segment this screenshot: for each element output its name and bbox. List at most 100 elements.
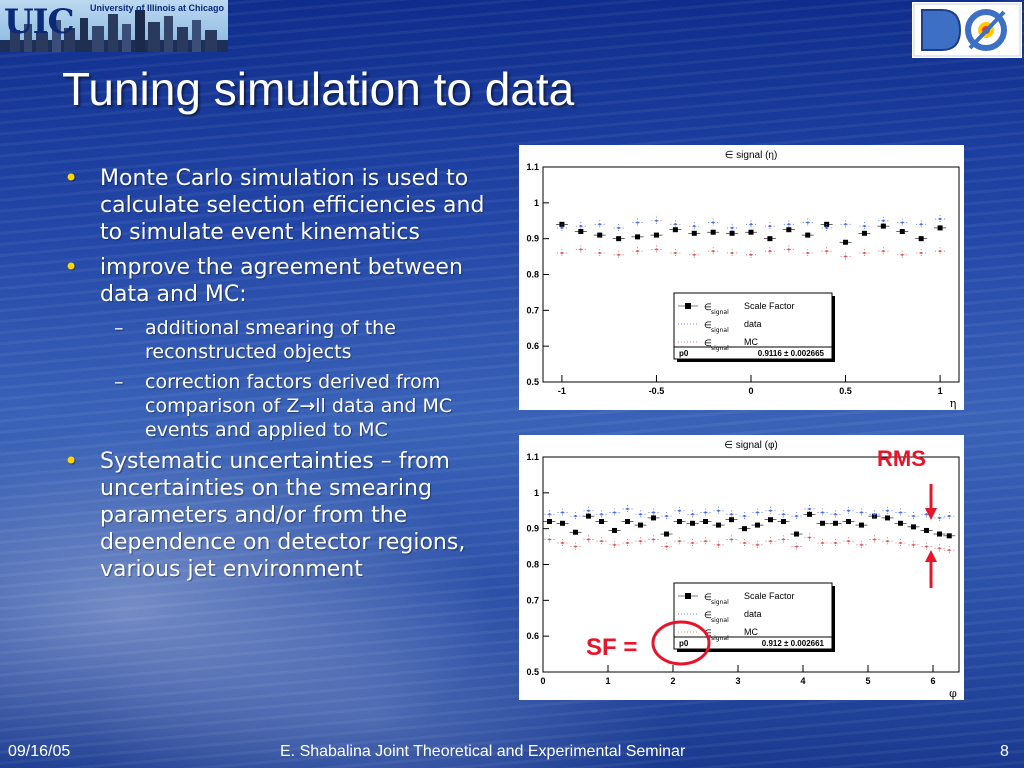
- data-point: [806, 221, 809, 224]
- x-tick-label: 3: [735, 676, 740, 686]
- eta-efficiency-svg: ∈ signal (η) 0.5 0.6 0.7 0.8 0.9 1 1.1 -1 -0.5 0 0.…: [526, 150, 960, 410]
- sf-highlight-circle: [651, 620, 711, 666]
- data-point: [795, 514, 798, 518]
- sf-point: [924, 527, 929, 533]
- x-tick-label: -0.5: [649, 386, 665, 396]
- legend-entry-label: data: [744, 609, 762, 619]
- mc-point: [948, 548, 951, 552]
- sf-point: [861, 230, 867, 236]
- sf-point: [786, 227, 792, 233]
- footer-date: 09/16/05: [8, 743, 71, 760]
- sf-point: [599, 519, 604, 524]
- y-tick-label: 0.8: [526, 270, 539, 280]
- fit-param-label: p0: [679, 639, 689, 648]
- sf-point: [872, 513, 877, 519]
- data-point: [579, 224, 583, 228]
- bullet-item: • improve the agreement between data and…: [60, 254, 500, 308]
- mc-point: [756, 543, 759, 546]
- sf-point: [729, 517, 734, 523]
- mc-point: [901, 253, 904, 256]
- sub-bullet-item: – correction factors derived from compar…: [60, 370, 500, 442]
- legend-entry-label: Scale Factor: [744, 591, 795, 601]
- data-point: [901, 221, 904, 224]
- mc-point: [925, 545, 928, 548]
- mc-point: [787, 248, 791, 251]
- data-point: [561, 511, 564, 514]
- mc-point: [617, 253, 620, 256]
- sf-point: [612, 527, 617, 533]
- legend-epsilon-label: ∈: [704, 593, 712, 603]
- y-tick-label: 1.1: [526, 162, 539, 172]
- mc-point: [886, 540, 889, 543]
- x-tick-label: 5: [865, 676, 870, 686]
- data-point: [574, 514, 577, 518]
- data-point: [948, 514, 951, 518]
- data-point: [882, 219, 885, 222]
- legend-subscript-label: signal: [711, 635, 729, 642]
- legend-entry-label: data: [744, 319, 762, 329]
- legend-entry-label: MC: [744, 337, 758, 347]
- fit-value-label: 0.9116 ± 0.002665: [758, 349, 825, 358]
- sf-point: [729, 230, 735, 236]
- mc-point: [704, 540, 707, 543]
- sf-point: [843, 239, 849, 245]
- y-tick-label: 0.7: [526, 305, 539, 315]
- sf-point: [653, 232, 659, 238]
- rms-arrows: [925, 484, 937, 588]
- data-point: [674, 223, 677, 226]
- mc-point: [730, 251, 734, 255]
- y-tick-label: 0.6: [526, 341, 539, 351]
- data-point: [825, 226, 828, 230]
- mc-point: [655, 248, 658, 251]
- data-point: [821, 511, 824, 514]
- mc-point: [743, 541, 746, 545]
- mc-point: [860, 543, 863, 546]
- sf-point: [573, 529, 578, 535]
- y-tick-label: 0.8: [526, 560, 539, 570]
- legend-entry-label: Scale Factor: [744, 301, 795, 311]
- mc-point: [769, 540, 772, 543]
- bullet-item: • Systematic uncertainties – from uncert…: [60, 448, 500, 583]
- y-tick-label: 0.5: [526, 667, 539, 677]
- sf-point: [578, 229, 584, 234]
- sf-point: [885, 515, 890, 521]
- data-point: [919, 223, 923, 226]
- mc-point: [938, 547, 941, 550]
- sf-point: [859, 522, 864, 528]
- mc-point: [863, 251, 866, 255]
- sf-point: [664, 531, 669, 537]
- mc-point: [749, 253, 753, 256]
- data-point: [873, 513, 876, 516]
- chart-title: ∈ signal (η): [725, 150, 778, 161]
- sf-point: [755, 522, 760, 528]
- phi-efficiency-chart: ∈ signal (φ) 0.5 0.6 0.7 0.8 0.9 1 1.1 0 1 2 3 4 5 6 φ ∈…: [519, 435, 964, 700]
- mc-point: [844, 255, 847, 258]
- data-point: [704, 511, 707, 514]
- sf-point: [937, 531, 942, 537]
- eta-efficiency-chart: ∈ signal (η) 0.5 0.6 0.7 0.8 0.9 1 1.1 -1 -0.5 0 0.…: [519, 145, 964, 410]
- mc-point: [678, 540, 681, 543]
- legend-epsilon-label: ∈: [704, 339, 712, 349]
- data-point: [600, 513, 603, 516]
- y-tick-label: 0.6: [526, 631, 539, 641]
- mc-point: [711, 250, 715, 253]
- y-tick-label: 0.7: [526, 595, 539, 605]
- sf-point: [586, 513, 591, 519]
- x-tick-label: 0: [748, 386, 753, 396]
- sf-point: [807, 511, 812, 517]
- sf-point: [616, 236, 622, 242]
- bullet-item: • Monte Carlo simulation is used to calc…: [60, 165, 500, 246]
- mc-point: [626, 541, 629, 545]
- data-point: [749, 223, 753, 226]
- sf-point: [748, 229, 754, 235]
- data-point: [938, 217, 942, 221]
- data-point: [730, 226, 734, 230]
- sf-point: [625, 519, 630, 524]
- sf-point: [710, 229, 716, 235]
- slide-title: Tuning simulation to data: [62, 63, 575, 115]
- mc-point: [782, 538, 785, 541]
- sf-point: [946, 533, 952, 539]
- footer-page-number: 8: [1000, 743, 1009, 760]
- y-tick-label: 1: [534, 198, 539, 208]
- sub-bullet-dash-icon: –: [114, 317, 124, 339]
